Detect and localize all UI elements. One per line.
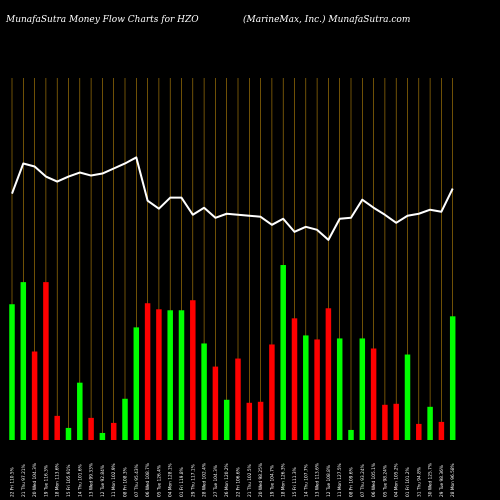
x-tick-label: 22 Fri 110.5% [10,467,16,497]
x-tick-label: 11 Mon 127.5% [337,463,343,497]
x-tick-label: 13 Wed 99.33% [89,463,95,497]
x-tick-label: 07 Thu 93.24% [360,464,366,497]
money-flow-bar [359,338,366,440]
x-tick-label: 21 Thu 97.21% [21,464,27,497]
x-tick-label: 31 Thu 94.8% [416,467,422,497]
x-tick-label: 08 Fri 109.6% [349,467,355,497]
x-tick-label: 19 Tue 104.7% [269,465,275,497]
x-tick-label: 28 Wed 102.4% [202,463,208,497]
x-tick-label: 15 Fri 105.91% [66,465,72,497]
money-flow-bar [291,318,298,440]
x-tick-label: 14 Thu 101.6% [77,464,83,497]
x-tick-label: 11 Mon 102.9% [111,463,117,497]
x-tick-label: 12 Tue 92.84% [100,465,106,497]
x-tick-label: 29 Tue 98.36% [439,465,445,497]
money-flow-bar [156,309,162,440]
money-flow-bar [314,339,320,440]
x-tick-label: 20 Wed 104.3% [32,463,38,497]
money-flow-bar [167,310,173,440]
money-flow-bar [404,354,411,440]
x-tick-label: 28 Mon 96.58% [450,463,456,497]
x-tick-label: 19 Tue 116.3% [43,465,49,497]
x-tick-label: 06 Wed 105.1% [371,463,377,497]
x-tick-label: 18 Mon 126.3% [281,463,287,497]
money-flow-bar [88,417,94,440]
x-tick-label: 26 Mon 120.2% [224,463,230,497]
money-flow-bar [77,382,83,440]
money-flow-bar [144,303,151,440]
money-flow-bar [99,432,106,440]
money-flow-bar [54,415,60,440]
x-tick-label: 15 Fri 111.3% [292,467,298,497]
money-flow-bar [133,327,140,440]
money-flow-bar [235,358,241,440]
money-flow-bar [269,344,275,440]
x-tick-label: 29 Thu 117.1% [190,464,196,497]
money-flow-bar [110,422,117,440]
money-flow-bar [427,406,433,440]
money-flow-bar [31,351,38,440]
x-tick-label: 05 Tue 126.4% [156,465,162,497]
x-tick-label: 07 Thu 95.43% [134,464,140,497]
money-flow-bar [336,338,343,440]
x-tick-label: 27 Tue 104.3% [213,465,219,497]
x-tick-label: 22 Fri 106.6% [236,467,242,497]
x-tick-label: 01 Fri 101.2% [405,467,411,497]
x-tick-label: 18 Mon 113.6% [55,463,61,497]
money-flow-bar [223,399,230,440]
money-flow-bar [65,427,72,440]
money-flow-bar [280,265,286,440]
money-flow-bar [393,403,399,440]
x-tick-label: 14 Thu 107.7% [303,464,309,497]
money-flow-bar [257,401,264,440]
money-flow-bar [9,304,15,440]
money-flow-bar [212,366,219,440]
money-flow-bar [43,282,49,440]
x-tick-label: 30 Wed 125.7% [428,463,434,497]
money-flow-bar [348,429,354,440]
price-line [11,156,454,241]
money-flow-bar [303,335,309,440]
x-tick-label: 12 Tue 108.8% [326,465,332,497]
money-flow-bar [370,348,377,440]
x-tick-label: 04 Mon 128.1% [168,463,174,497]
money-flow-bar [122,398,128,440]
x-tick-label: 20 Wed 98.25% [258,463,264,497]
x-tick-label: 04 Mon 105.2% [394,463,400,497]
money-flow-bar [325,308,332,440]
money-flow-bar [178,310,185,440]
money-flow-bar [201,343,207,440]
x-tick-label: 06 Wed 108.7% [145,463,151,497]
chart-subtitle: (MarineMax, Inc.) MunafaSutra.com [243,15,411,25]
money-flow-bar [416,423,422,440]
x-tick-label: 21 Thu 102.5% [247,464,253,497]
x-tick-label: 05 Tue 98.24% [382,465,388,497]
chart-title: MunafaSutra Money Flow Charts for HZO [6,15,199,25]
x-tick-label: 01 Fri 119.8% [179,467,185,497]
money-flow-bar [190,300,196,440]
x-tick-label: 13 Wed 113.6% [315,463,321,497]
x-tick-label: 08 Fri 108.3% [123,467,129,497]
money-flow-bar [382,404,388,440]
money-flow-bar [20,282,27,440]
money-flow-bar [449,316,456,440]
money-flow-bar [246,402,253,440]
money-flow-bar [438,421,445,440]
